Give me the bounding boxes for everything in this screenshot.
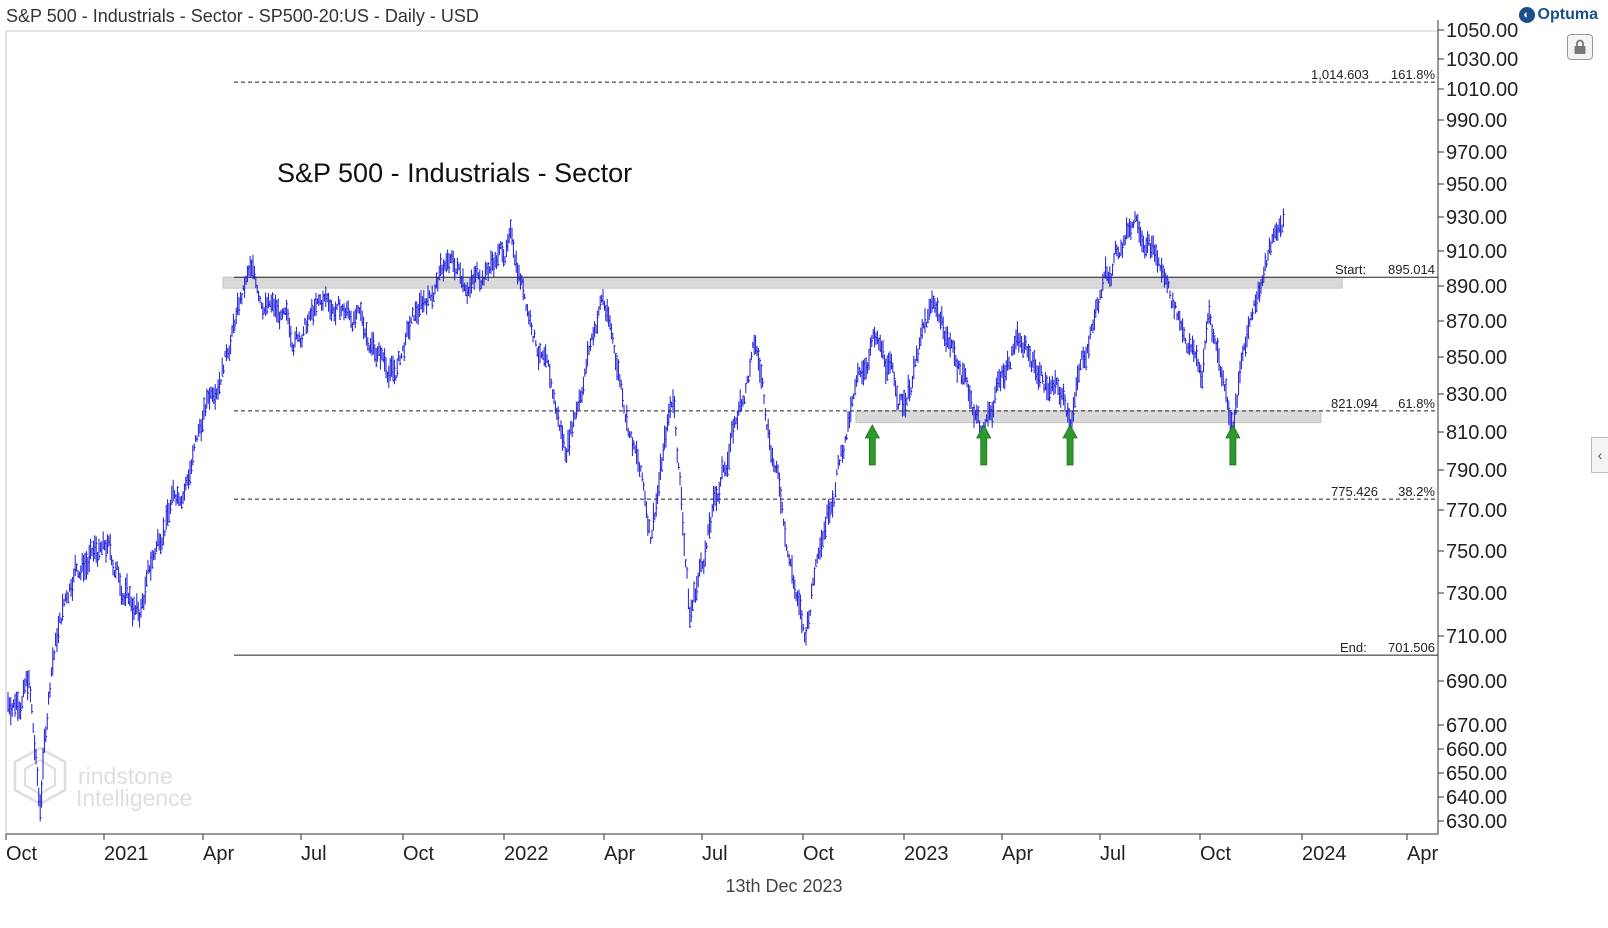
x-tick-label: Apr <box>203 843 234 865</box>
x-tick-label: 2022 <box>504 843 549 865</box>
x-tick-label: Jul <box>702 843 728 865</box>
level-value: 61.8% <box>1398 396 1435 411</box>
optuma-logo-icon: ◐ <box>1518 7 1535 23</box>
y-tick-label: 790.00 <box>1446 460 1507 482</box>
level-label: 1,014.603 <box>1311 67 1369 82</box>
y-tick-label: 810.00 <box>1446 422 1507 444</box>
y-tick-label: 640.00 <box>1446 787 1507 809</box>
watermark-line-2: Intelligence <box>76 785 192 811</box>
y-tick-label: 770.00 <box>1446 500 1507 522</box>
y-tick-label: 990.00 <box>1446 110 1507 132</box>
level-value: 895.014 <box>1388 262 1435 277</box>
x-tick-label: Oct <box>1200 843 1232 865</box>
x-tick-label: 2023 <box>904 843 949 865</box>
y-tick-label: 1050.00 <box>1446 20 1518 42</box>
footer-date: 13th Dec 2023 <box>725 876 843 896</box>
level-value: 161.8% <box>1391 67 1436 82</box>
x-tick-label: Oct <box>6 843 38 865</box>
y-tick-label: 970.00 <box>1446 142 1507 164</box>
support-arrow-icon <box>1225 424 1241 466</box>
y-tick-label: 690.00 <box>1446 671 1507 693</box>
x-tick-label: Oct <box>803 843 835 865</box>
x-tick-label: Jul <box>301 843 327 865</box>
support-resistance-zone <box>855 410 1322 424</box>
y-tick-label: 650.00 <box>1446 763 1507 785</box>
y-tick-label: 950.00 <box>1446 174 1507 196</box>
x-tick-label: Jul <box>1100 843 1126 865</box>
y-tick-label: 660.00 <box>1446 739 1507 761</box>
support-arrow-icon <box>864 424 880 466</box>
support-arrow-icon <box>976 424 992 466</box>
optuma-brand: ◐ Optuma <box>1518 4 1598 26</box>
chart-header-title: S&P 500 - Industrials - Sector - SP500-2… <box>6 6 479 26</box>
support-arrow-icon <box>1062 424 1078 466</box>
y-tick-label: 890.00 <box>1446 276 1507 298</box>
x-tick-label: 2024 <box>1302 843 1347 865</box>
y-tick-label: 930.00 <box>1446 207 1507 229</box>
x-tick-label: Apr <box>1407 843 1438 865</box>
y-tick-label: 730.00 <box>1446 583 1507 605</box>
y-tick-label: 710.00 <box>1446 626 1507 648</box>
chart-title: S&P 500 - Industrials - Sector <box>277 158 632 188</box>
y-tick-label: 670.00 <box>1446 715 1507 737</box>
lock-icon[interactable] <box>1567 34 1593 60</box>
level-value: 38.2% <box>1398 484 1435 499</box>
brand-name: Optuma <box>1537 6 1598 23</box>
x-tick-label: Oct <box>403 843 435 865</box>
x-tick-label: Apr <box>604 843 635 865</box>
x-tick-label: Apr <box>1002 843 1033 865</box>
level-label: End: <box>1340 640 1367 655</box>
grindstone-watermark: rindstone Intelligence <box>13 746 192 811</box>
level-label: 775.426 <box>1331 484 1378 499</box>
x-tick-label: 2021 <box>104 843 149 865</box>
y-tick-label: 910.00 <box>1446 241 1507 263</box>
y-tick-label: 870.00 <box>1446 311 1507 333</box>
y-tick-label: 850.00 <box>1446 347 1507 369</box>
y-tick-label: 630.00 <box>1446 811 1507 833</box>
y-tick-label: 1010.00 <box>1446 79 1518 101</box>
watermark-line-1: rindstone <box>78 763 173 789</box>
y-tick-label: 1030.00 <box>1446 49 1518 71</box>
support-resistance-zone <box>222 276 1343 289</box>
chevron-left-icon[interactable]: ‹ <box>1591 437 1608 473</box>
level-label: 821.094 <box>1331 396 1378 411</box>
price-series <box>7 208 1285 822</box>
y-tick-label: 750.00 <box>1446 541 1507 563</box>
level-label: Start: <box>1335 262 1366 277</box>
price-chart[interactable]: rindstone Intelligence 1,014.603 161.8% St… <box>0 0 1568 870</box>
level-value: 701.506 <box>1388 640 1435 655</box>
y-tick-label: 830.00 <box>1446 384 1507 406</box>
